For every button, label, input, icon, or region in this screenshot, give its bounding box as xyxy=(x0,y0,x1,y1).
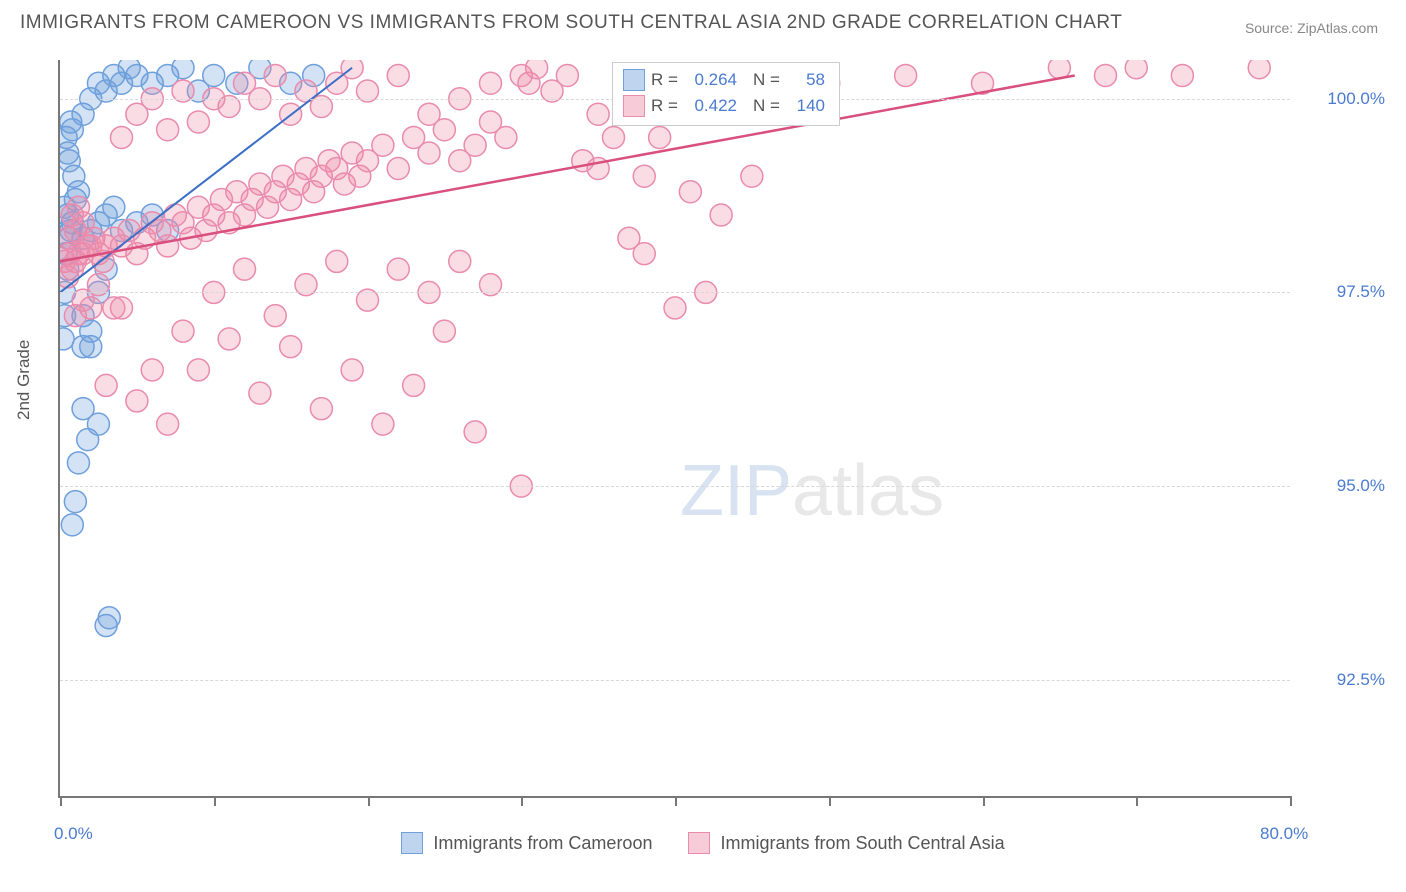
correlation-legend: R =0.264 N =58 R =0.422 N =140 xyxy=(612,62,840,126)
legend-n-label: N = xyxy=(753,67,781,93)
legend-r-label: R = xyxy=(651,93,679,119)
legend-swatch xyxy=(688,832,710,854)
x-tick xyxy=(214,796,216,806)
x-tick xyxy=(983,796,985,806)
series-legend-item: Immigrants from Cameroon xyxy=(401,832,652,854)
scatter-svg xyxy=(60,60,1290,796)
source-attribution: Source: ZipAtlas.com xyxy=(1245,20,1378,36)
series-legend: Immigrants from Cameroon Immigrants from … xyxy=(0,832,1406,859)
chart-title: IMMIGRANTS FROM CAMEROON VS IMMIGRANTS F… xyxy=(20,12,1122,34)
legend-n-value: 140 xyxy=(787,93,825,119)
x-tick xyxy=(521,796,523,806)
legend-swatch xyxy=(623,95,645,117)
legend-row: R =0.422 N =140 xyxy=(623,93,825,119)
y-tick-label: 92.5% xyxy=(1305,670,1385,690)
gridline xyxy=(60,680,1290,681)
legend-n-value: 58 xyxy=(787,67,825,93)
x-tick xyxy=(1290,796,1292,806)
x-tick xyxy=(1136,796,1138,806)
legend-r-value: 0.264 xyxy=(685,67,737,93)
x-tick xyxy=(60,796,62,806)
y-tick-label: 97.5% xyxy=(1305,282,1385,302)
plot-area: ZIPatlas 92.5%95.0%97.5%100.0%0.0%80.0% xyxy=(58,60,1290,798)
legend-r-value: 0.422 xyxy=(685,93,737,119)
series-legend-item: Immigrants from South Central Asia xyxy=(688,832,1004,854)
x-tick xyxy=(675,796,677,806)
legend-swatch xyxy=(623,69,645,91)
series-legend-label: Immigrants from Cameroon xyxy=(433,833,652,854)
y-tick-label: 95.0% xyxy=(1305,476,1385,496)
legend-row: R =0.264 N =58 xyxy=(623,67,825,93)
series-legend-label: Immigrants from South Central Asia xyxy=(720,833,1004,854)
legend-r-label: R = xyxy=(651,67,679,93)
y-axis-title: 2nd Grade xyxy=(14,340,34,420)
gridline xyxy=(60,292,1290,293)
legend-swatch xyxy=(401,832,423,854)
y-tick-label: 100.0% xyxy=(1305,89,1385,109)
legend-n-label: N = xyxy=(753,93,781,119)
x-tick xyxy=(368,796,370,806)
gridline xyxy=(60,486,1290,487)
x-tick xyxy=(829,796,831,806)
